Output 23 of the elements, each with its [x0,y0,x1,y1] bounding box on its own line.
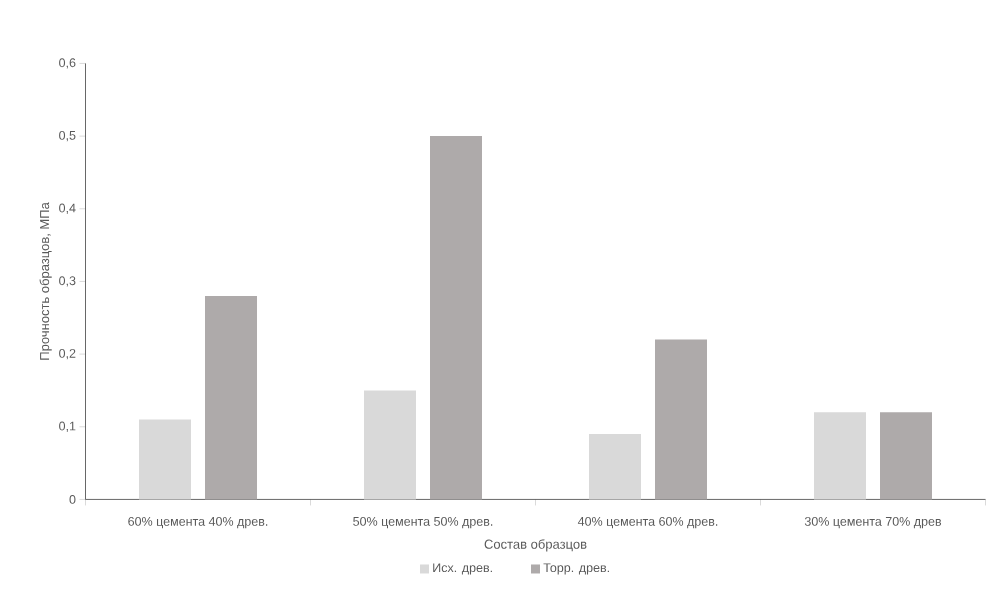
bar [205,295,258,500]
y-tick-label: 0,1 [59,421,76,432]
x-tick-label: 50% цемента 50% древ. [353,516,493,529]
legend-label: Исх. древ. [433,563,492,575]
y-tick-label: 0,5 [59,130,76,142]
x-tick-label: 30% цемента 70% древ [804,516,942,529]
y-axis-title: Прочность образцов, МПа [39,202,52,360]
bar [139,419,192,500]
x-axis-title: Состав образцов [484,539,587,552]
bar [364,390,417,500]
bar [814,412,866,500]
y-tick-label: 0,6 [59,58,76,69]
y-tick-label: 0,4 [59,203,76,214]
x-tick-label: 40% цемента 60% древ. [577,516,718,529]
y-tick-label: 0 [69,495,76,504]
bar [880,412,932,500]
bar [655,339,707,500]
y-tick-label: 0,2 [59,348,76,360]
x-tick-label: 60% цемента 40% древ. [128,516,268,529]
legend-label: Торр. древ. [543,563,609,575]
y-tick-label: 0,3 [59,276,76,287]
bar [430,136,483,500]
bar [589,434,642,500]
